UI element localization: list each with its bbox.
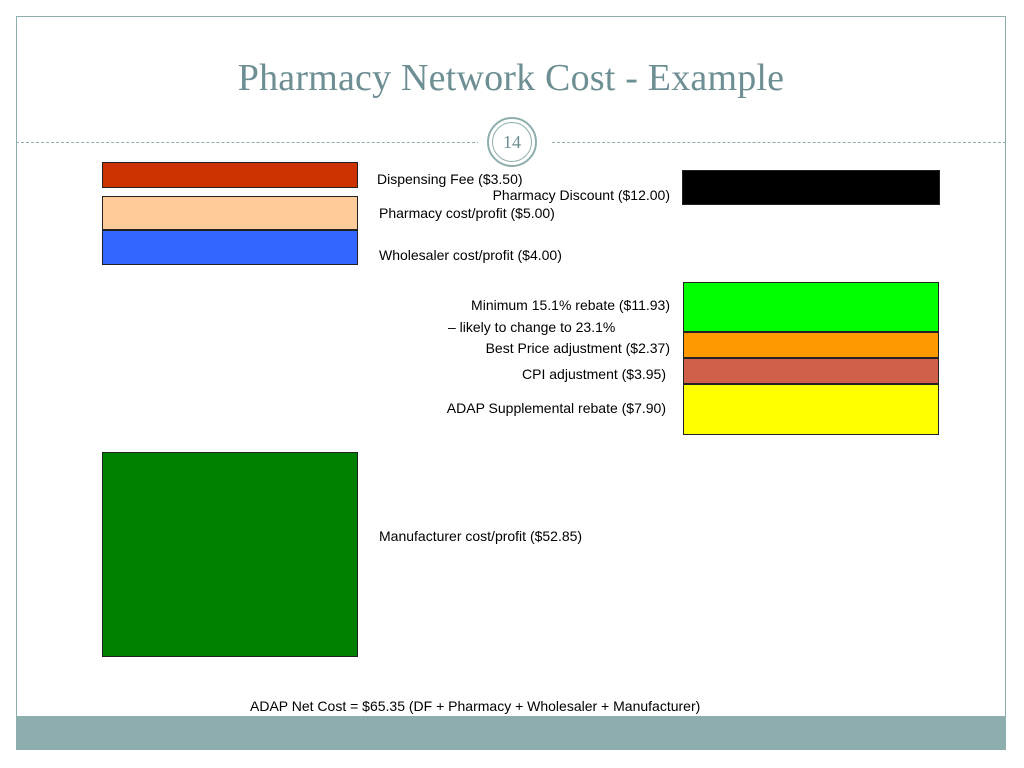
manufacturer-cost-label: Manufacturer cost/profit ($52.85) — [379, 528, 583, 544]
cpi-adjustment-block — [683, 358, 939, 384]
net-cost-summary: ADAP Net Cost = $65.35 (DF + Pharmacy + … — [250, 698, 701, 714]
adap-supplemental-label: ADAP Supplemental rebate ($7.90) — [446, 400, 666, 416]
minimum-rebate-note: – likely to change to 23.1% — [448, 319, 616, 335]
page-number: 14 — [492, 122, 532, 162]
cpi-adjustment-label: CPI adjustment ($3.95) — [522, 366, 666, 382]
wholesaler-cost-block — [102, 230, 358, 265]
best-price-block — [683, 332, 939, 358]
dispensing-fee-label: Dispensing Fee ($3.50) — [377, 171, 523, 187]
minimum-rebate-block — [683, 282, 939, 332]
page-number-badge: 14 — [487, 117, 537, 167]
wholesaler-cost-label: Wholesaler cost/profit ($4.00) — [379, 247, 562, 263]
pharmacy-discount-block — [682, 170, 940, 205]
adap-supplemental-block — [683, 384, 939, 435]
footer-bar — [17, 716, 1006, 750]
pharmacy-cost-block — [102, 196, 358, 230]
slide-title: Pharmacy Network Cost - Example — [237, 57, 785, 99]
minimum-rebate-label: Minimum 15.1% rebate ($11.93) — [471, 297, 670, 313]
manufacturer-cost-block — [102, 452, 358, 657]
best-price-label: Best Price adjustment ($2.37) — [485, 340, 670, 356]
pharmacy-discount-label: Pharmacy Discount ($12.00) — [492, 187, 670, 203]
pharmacy-cost-label: Pharmacy cost/profit ($5.00) — [379, 205, 555, 221]
dispensing-fee-block — [102, 162, 358, 188]
